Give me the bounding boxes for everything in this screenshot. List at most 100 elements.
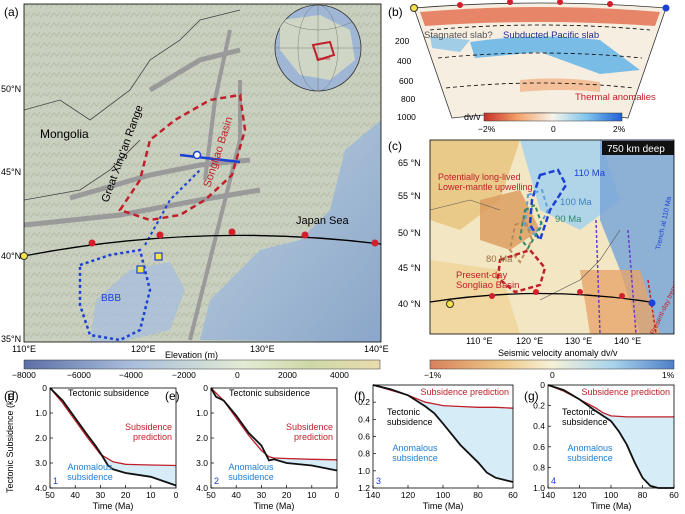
- stagnated-label: Stagnated slab?: [424, 30, 493, 41]
- y-tick-label: 1.0: [196, 408, 208, 418]
- inset-label: NECHB: [316, 56, 330, 61]
- velocity-colorbar: Seismic velocity anomaly dv/v −1% 0 1%: [424, 348, 675, 380]
- tectonic-label: subsidence: [562, 417, 608, 427]
- tectonic-label: Tectonic: [562, 407, 596, 417]
- svg-text:0: 0: [550, 370, 555, 380]
- profile-line: [179, 153, 241, 164]
- y-tick-label: 0.2: [533, 401, 545, 411]
- well-number: 2: [214, 476, 219, 486]
- subsidence-ylabel: Tectonic Subsidence (km): [5, 390, 15, 493]
- border-line: [24, 9, 241, 121]
- svg-text:−8000: −8000: [12, 370, 36, 380]
- panel-a-map: NECHB Mongolia Great Xing'an Range Songl…: [1, 3, 389, 354]
- x-tick-label: 40: [231, 490, 241, 500]
- songliao-basin-outline: [118, 93, 247, 222]
- map-a-lat-ticks: 50°N 45°N 40°N 35°N: [1, 84, 21, 344]
- y-tick-label: 0.4: [358, 414, 370, 424]
- x-tick-label: 50: [206, 490, 216, 500]
- map-a-lon-ticks: 110°E 120°E 130°E 140°E: [12, 344, 389, 354]
- bbb-label: BBB: [101, 293, 121, 304]
- elevation-colorbar: Elevation (m) −8000 −6000 −4000 −2000 0 …: [12, 350, 381, 380]
- section-point: [607, 1, 613, 7]
- label-c: (c): [388, 139, 402, 153]
- svg-text:55 °N: 55 °N: [398, 191, 421, 201]
- prediction-label: prediction: [133, 432, 172, 442]
- label-b: (b): [388, 5, 403, 19]
- panel-b-section: (b) 200 400 600 800 1000 Stagnated slab?…: [388, 0, 670, 134]
- label-100ma: 100 Ma: [560, 197, 592, 208]
- y-tick-label: 4.0: [35, 483, 47, 493]
- tectonic-label: Tectonic: [387, 407, 421, 417]
- well-marker: [136, 265, 145, 274]
- svg-text:−1%: −1%: [424, 370, 442, 380]
- map-a-frame: [23, 3, 382, 343]
- x-axis-label: Time (Ma): [254, 501, 295, 511]
- well-number: 3: [376, 476, 381, 486]
- svg-text:140 °E: 140 °E: [614, 336, 641, 346]
- anomalous-label: subsidence: [392, 453, 438, 463]
- anomalous-fill: [211, 388, 337, 471]
- mountain-belt: [69, 157, 251, 201]
- x-tick-label: 140: [366, 490, 380, 500]
- y-tick-label: 4.0: [196, 483, 208, 493]
- svg-text:130°E: 130°E: [250, 344, 275, 354]
- inset-globe: NECHB: [274, 4, 362, 92]
- svg-text:110 °E: 110 °E: [466, 336, 492, 346]
- svg-text:40 °N: 40 °N: [398, 299, 421, 309]
- svg-text:50°N: 50°N: [1, 84, 21, 94]
- present-label: Present-day Songliao Basin: [456, 270, 519, 291]
- x-tick-label: 40: [70, 490, 80, 500]
- y-tick-label: 1.0: [358, 466, 370, 476]
- svg-text:−2000: −2000: [172, 370, 196, 380]
- svg-text:45°N: 45°N: [1, 167, 21, 177]
- panel-label: (g): [524, 389, 539, 403]
- y-tick-label: 0: [540, 380, 545, 390]
- well-number: 4: [551, 476, 556, 486]
- x-tick-label: 100: [436, 490, 450, 500]
- anomalous-label: Anomalous: [67, 462, 113, 472]
- x-tick-label: 10: [307, 490, 317, 500]
- anomalous-fill: [373, 385, 513, 482]
- svg-text:1%: 1%: [662, 370, 675, 380]
- section-point: [371, 239, 379, 247]
- thermal-label: Thermal anomalies: [575, 92, 656, 103]
- x-tick-label: 0: [174, 490, 179, 500]
- section-point: [301, 231, 309, 239]
- panel-c-map: (c) Potentially lon: [388, 139, 675, 346]
- svg-text:45 °N: 45 °N: [398, 263, 421, 273]
- svg-text:−6000: −6000: [67, 370, 91, 380]
- y-tick-label: 0: [42, 383, 47, 393]
- y-tick-label: 0: [203, 383, 208, 393]
- svg-text:120 °E: 120 °E: [516, 336, 543, 346]
- section-end: [662, 4, 670, 12]
- mongolia-label: Mongolia: [40, 127, 89, 141]
- svg-text:35°N: 35°N: [1, 334, 21, 344]
- tectonic-line: [210, 387, 338, 472]
- y-tick-label: 2.0: [196, 433, 208, 443]
- japan-sea-label: Japan Sea: [296, 215, 349, 227]
- label-90ma: 90 Ma: [555, 214, 582, 225]
- cbar-b-title: dv/v: [464, 112, 481, 122]
- svg-text:0: 0: [551, 124, 556, 134]
- fault-belt: [188, 80, 242, 341]
- section-point: [557, 0, 563, 5]
- x-tick-label: 50: [45, 490, 55, 500]
- x-axis-label: Time (Ma): [423, 501, 464, 511]
- section-point: [457, 2, 463, 8]
- panel-label: (d): [4, 389, 19, 403]
- prediction-label: Subsidence prediction: [420, 387, 509, 397]
- section-point: [507, 0, 513, 5]
- x-tick-label: 0: [335, 490, 340, 500]
- depth-badge-bg: [602, 141, 674, 155]
- section-start: [410, 4, 418, 12]
- label-a: (a): [4, 5, 19, 19]
- anomalous-label: Anomalous: [567, 443, 613, 453]
- svg-text:0: 0: [235, 370, 240, 380]
- sea-area: [200, 120, 381, 342]
- anomalous-label: subsidence: [228, 472, 274, 482]
- x-axis-label: Time (Ma): [591, 501, 632, 511]
- x-tick-label: 20: [282, 490, 292, 500]
- svg-text:65 °N: 65 °N: [398, 158, 421, 168]
- y-tick-label: 0.8: [358, 449, 370, 459]
